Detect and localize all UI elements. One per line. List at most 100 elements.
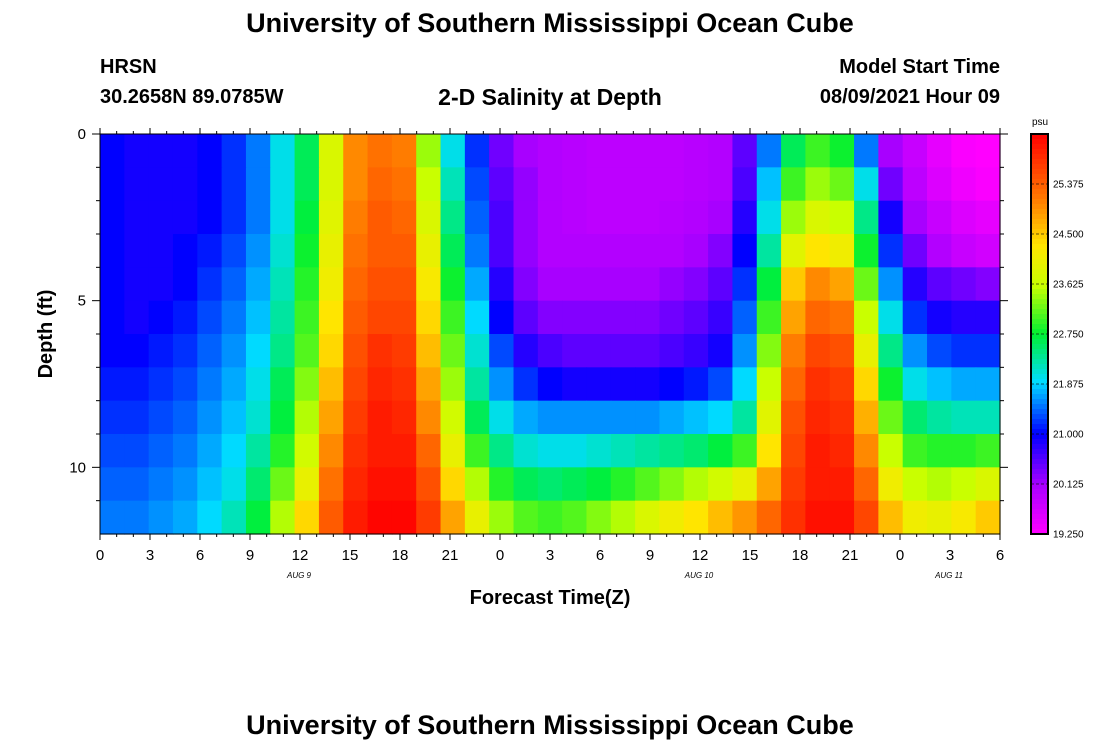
heatmap-cell	[440, 334, 466, 368]
heatmap-cell	[440, 300, 466, 335]
colorbar-swatch	[1031, 394, 1048, 400]
heatmap-cell	[951, 334, 977, 368]
heatmap-cell	[927, 434, 952, 468]
heatmap-cell	[124, 300, 150, 335]
heatmap-cell	[635, 167, 661, 202]
heatmap-cell	[537, 300, 563, 335]
heatmap-cell	[635, 334, 661, 368]
colorbar-swatch	[1031, 404, 1048, 410]
heatmap-cell	[610, 234, 636, 268]
colorbar-swatch	[1031, 184, 1048, 190]
colorbar-tick-label: 21.875	[1053, 380, 1084, 391]
model-start-label: Model Start Time	[839, 56, 1000, 78]
heatmap-cell	[221, 267, 247, 302]
heatmap-cell	[586, 500, 612, 535]
colorbar-swatch	[1031, 214, 1048, 220]
heatmap-cell	[975, 234, 1001, 268]
x-tick-label: 18	[792, 547, 809, 564]
heatmap-cell	[562, 134, 588, 168]
heatmap-cell	[683, 434, 709, 468]
heatmap-cell	[878, 200, 904, 235]
heatmap-cell	[148, 467, 174, 502]
colorbar-swatch	[1031, 149, 1048, 155]
heatmap-cell	[221, 467, 247, 502]
heatmap-cell	[537, 400, 563, 435]
heatmap-cell	[172, 467, 198, 502]
heatmap-cell	[416, 134, 442, 168]
y-tick-label: 5	[78, 293, 86, 310]
heatmap-cell	[318, 234, 344, 268]
heatmap-cell	[878, 167, 904, 202]
heatmap-cell	[221, 367, 247, 402]
heatmap-cell	[586, 134, 612, 168]
heatmap-cell	[635, 367, 661, 402]
colorbar-swatch	[1031, 244, 1048, 250]
heatmap-cell	[756, 234, 782, 268]
colorbar-swatch	[1031, 354, 1048, 360]
heatmap-cell	[829, 434, 855, 468]
x-tick-label: 15	[742, 547, 759, 564]
heatmap-cell	[635, 267, 661, 302]
heatmap-cell	[489, 467, 515, 502]
colorbar-swatch	[1031, 319, 1048, 325]
heatmap-cell	[367, 167, 393, 202]
heatmap-cell	[124, 400, 150, 435]
heatmap-cell	[318, 467, 344, 502]
heatmap-cell	[197, 167, 223, 202]
heatmap-cell	[172, 367, 198, 402]
colorbar-swatch	[1031, 254, 1048, 260]
heatmap-cell	[391, 434, 417, 468]
heatmap-cell	[172, 500, 198, 535]
colorbar-swatch	[1031, 384, 1048, 390]
heatmap-cell	[343, 134, 369, 168]
heatmap-cell	[148, 367, 174, 402]
heatmap-cell	[513, 300, 539, 335]
heatmap-cell	[562, 300, 588, 335]
colorbar-swatch	[1031, 224, 1048, 230]
heatmap-cell	[172, 434, 198, 468]
heatmap-cell	[781, 267, 806, 302]
heatmap-cell	[610, 200, 636, 235]
heatmap-cell	[756, 300, 782, 335]
y-tick-label: 10	[69, 459, 86, 476]
heatmap-cell	[440, 267, 466, 302]
colorbar-swatch	[1031, 199, 1048, 205]
heatmap-cell	[975, 400, 1001, 435]
heatmap-cell	[683, 400, 709, 435]
colorbar-swatch	[1031, 444, 1048, 450]
heatmap-cell	[683, 167, 709, 202]
colorbar-swatch	[1031, 454, 1048, 460]
colorbar-tick-label: 19.250	[1053, 530, 1084, 541]
heatmap-cell	[172, 134, 198, 168]
heatmap-cell	[343, 200, 369, 235]
heatmap-cell	[805, 400, 831, 435]
heatmap-cell	[586, 334, 612, 368]
heatmap-cell	[732, 367, 758, 402]
heatmap-cell	[878, 434, 904, 468]
heatmap-cell	[610, 400, 636, 435]
heatmap-cell	[537, 134, 563, 168]
heatmap-cell	[367, 200, 393, 235]
colorbar-swatch	[1031, 424, 1048, 430]
heatmap-cell	[416, 400, 442, 435]
colorbar-swatch	[1031, 294, 1048, 300]
x-tick-label: 9	[646, 547, 654, 564]
heatmap-cell	[245, 234, 271, 268]
heatmap-cell	[854, 200, 879, 235]
y-tick-label: 0	[78, 126, 86, 143]
heatmap-cell	[586, 400, 612, 435]
heatmap-cell	[586, 434, 612, 468]
heatmap-cell	[245, 300, 271, 335]
heatmap-cell	[781, 234, 806, 268]
heatmap-cell	[805, 234, 831, 268]
heatmap-cell	[659, 134, 685, 168]
heatmap-cell	[197, 267, 223, 302]
heatmap-cell	[172, 167, 198, 202]
page-title-bottom: University of Southern Mississippi Ocean…	[246, 710, 854, 740]
heatmap-cell	[124, 367, 150, 402]
colorbar-tick-label: 24.500	[1053, 230, 1084, 241]
colorbar-tick-label: 20.125	[1053, 480, 1084, 491]
heatmap-cell	[902, 200, 928, 235]
colorbar-swatch	[1031, 274, 1048, 280]
heatmap-cell	[659, 367, 685, 402]
